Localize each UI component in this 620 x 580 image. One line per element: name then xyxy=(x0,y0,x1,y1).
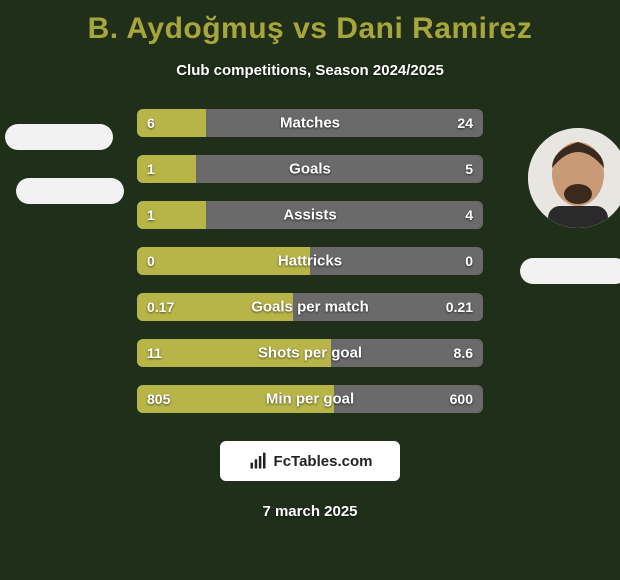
stat-row: Min per goal805 600 xyxy=(137,385,483,413)
player-right-avatar xyxy=(528,128,620,228)
stat-value-right: 4 xyxy=(465,207,473,223)
stat-row: Goals per match0.17 0.21 xyxy=(137,293,483,321)
stat-label: Matches xyxy=(137,115,483,132)
source-text: FcTables.com xyxy=(274,453,373,470)
page-title: B. Aydoğmuş vs Dani Ramirez xyxy=(88,12,533,46)
stat-value-left: 11 xyxy=(147,345,162,361)
stat-label: Min per goal xyxy=(137,391,483,408)
stat-value-right: 0.21 xyxy=(446,299,473,315)
stat-value-left: 1 xyxy=(147,161,155,177)
stat-label: Shots per goal xyxy=(137,345,483,362)
stat-row: Matches6 24 xyxy=(137,109,483,137)
stat-label: Goals per match xyxy=(137,299,483,316)
stat-value-left: 1 xyxy=(147,207,155,223)
subtitle: Club competitions, Season 2024/2025 xyxy=(176,62,444,79)
comparison-card: B. Aydoğmuş vs Dani Ramirez Club competi… xyxy=(0,0,620,580)
stat-row: Hattricks0 0 xyxy=(137,247,483,275)
stat-value-right: 5 xyxy=(465,161,473,177)
stat-label: Hattricks xyxy=(137,253,483,270)
stat-row: Shots per goal11 8.6 xyxy=(137,339,483,367)
stat-value-right: 24 xyxy=(457,115,473,131)
stat-value-left: 0 xyxy=(147,253,155,269)
avatar-face-icon xyxy=(528,128,620,228)
stat-value-left: 0.17 xyxy=(147,299,174,315)
player-right-pill xyxy=(520,258,620,284)
stat-label: Goals xyxy=(137,161,483,178)
stat-value-left: 805 xyxy=(147,391,170,407)
stat-value-right: 600 xyxy=(450,391,473,407)
player-left-pill-1 xyxy=(5,124,113,150)
stat-value-right: 0 xyxy=(465,253,473,269)
stat-value-left: 6 xyxy=(147,115,155,131)
footer-date: 7 march 2025 xyxy=(262,503,357,520)
stat-row: Goals1 5 xyxy=(137,155,483,183)
chart-icon xyxy=(248,451,268,471)
stat-label: Assists xyxy=(137,207,483,224)
stat-value-right: 8.6 xyxy=(454,345,473,361)
player-left-pill-2 xyxy=(16,178,124,204)
stat-row: Assists1 4 xyxy=(137,201,483,229)
source-badge: FcTables.com xyxy=(220,441,400,481)
stats-container: Matches624Goals15Assists14Hattricks00Goa… xyxy=(137,109,483,413)
